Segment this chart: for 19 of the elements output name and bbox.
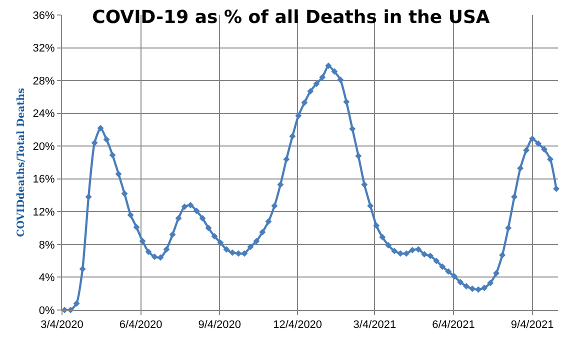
x-tick-label: 6/4/2020 (119, 319, 162, 332)
y-tick-label: 32% (32, 42, 56, 55)
y-tick-label: 12% (32, 206, 56, 219)
y-tick-label: 8% (38, 239, 56, 252)
y-tick-label: 36% (32, 10, 56, 22)
y-tick-label: 24% (32, 108, 56, 120)
chart-title: COVID-19 as % of all Deaths in the USA (92, 6, 490, 28)
y-tick-label: 4% (38, 272, 56, 284)
x-tick-label: 12/4/2020 (273, 319, 322, 332)
x-tick-label: 3/4/2020 (40, 319, 84, 332)
y-tick-label: 28% (32, 75, 56, 88)
x-tick-label: 3/4/2021 (353, 319, 396, 332)
x-tick-label: 9/4/2021 (510, 319, 554, 332)
y-tick-label: 16% (32, 174, 56, 186)
x-tick-label: 9/4/2020 (198, 319, 242, 332)
x-tick-label: 6/4/2021 (432, 319, 475, 332)
y-axis-title: COVIDdeaths/Total Deaths (16, 88, 27, 237)
y-tick-label: 0% (38, 304, 56, 317)
y-tick-label: 20% (32, 140, 56, 153)
